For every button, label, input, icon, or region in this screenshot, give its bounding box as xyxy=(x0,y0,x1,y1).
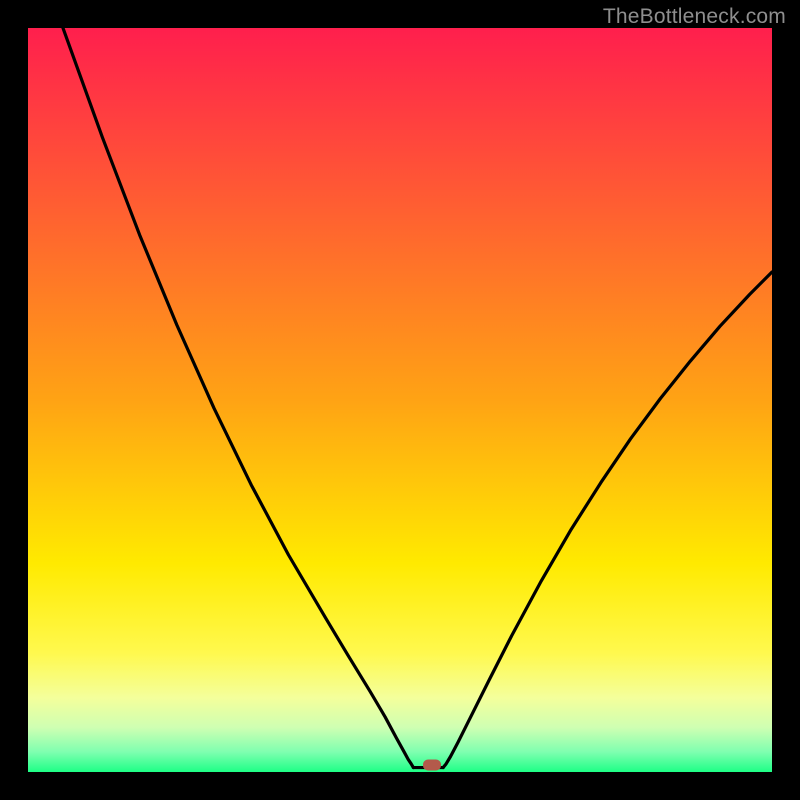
chart-plot-area xyxy=(28,28,772,772)
curve-right-branch xyxy=(443,272,772,768)
curve-left-branch xyxy=(63,28,413,768)
optimal-point-marker xyxy=(423,759,441,770)
bottleneck-curve xyxy=(28,28,772,772)
watermark-text: TheBottleneck.com xyxy=(603,5,786,29)
